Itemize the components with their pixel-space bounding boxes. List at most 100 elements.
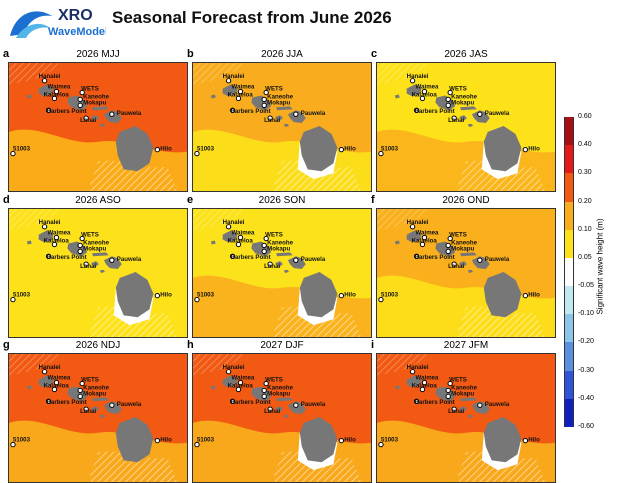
station-label: Hanalei — [407, 219, 429, 226]
station-label: Mokapu — [267, 99, 290, 106]
colorbar-segment — [564, 201, 574, 230]
xro-wavemodel-logo: XRO WaveModel — [6, 2, 108, 42]
station-label: Hilo — [528, 292, 540, 299]
panel-letter: g — [3, 339, 10, 351]
panel-title: 2026 JJA — [261, 49, 303, 60]
station-label: WETS — [449, 232, 467, 239]
colorbar-segment — [564, 173, 574, 202]
station-label: Lanai — [80, 263, 96, 270]
station-label: Lanai — [264, 408, 280, 415]
station-label: Hilo — [528, 146, 540, 153]
station-label: 51003 — [13, 292, 31, 299]
station-label: Lanai — [264, 117, 280, 124]
station-label: Barbers Point — [231, 108, 271, 115]
station-label: Hanalei — [39, 219, 61, 226]
station-label: Kaneohe — [83, 384, 109, 391]
station-label: WETS — [449, 86, 467, 93]
station-label: Mokapu — [451, 390, 474, 397]
station-label: Waimea — [48, 84, 72, 91]
station-label: Kaneohe — [83, 239, 109, 246]
station-label: Kalaeloa — [44, 237, 70, 244]
station-label: 51003 — [197, 146, 215, 153]
station-label: Waimea — [416, 375, 440, 382]
station-label: Hanalei — [407, 364, 429, 371]
station-label: Hanalei — [223, 364, 245, 371]
station-label: 51003 — [381, 437, 399, 444]
station-label: 51003 — [381, 146, 399, 153]
forecast-panel-g: g 2026 NDJ Hanalei Waimea WETS Kalaeloa Kane… — [3, 339, 188, 483]
station-label: Hilo — [160, 292, 172, 299]
station-label: Kalaeloa — [412, 91, 438, 98]
station-label: Hanalei — [39, 364, 61, 371]
station-label: Pauwela — [301, 401, 326, 408]
forecast-panel-b: b 2026 JJA Hanalei Waimea WETS Kalaeloa Kane… — [187, 48, 372, 192]
panel-title: 2026 OND — [442, 195, 490, 206]
station-label: Waimea — [416, 230, 440, 237]
station-label: Hilo — [344, 146, 356, 153]
station-label: WETS — [81, 86, 99, 93]
colorbar-tick-label: -0.10 — [578, 310, 594, 318]
forecast-panel-h: h 2027 DJF Hanalei Waimea WETS Kalaeloa Kane… — [187, 339, 372, 483]
forecast-panel-c: c 2026 JAS Hanalei Waimea WETS Kalaeloa Kane… — [371, 48, 556, 192]
station-label: Waimea — [48, 375, 72, 382]
colorbar-tick-label: -0.60 — [578, 423, 594, 430]
station-label: Pauwela — [117, 256, 142, 263]
station-label: Kaneohe — [267, 93, 293, 100]
station-label: WETS — [265, 232, 283, 239]
panel-letter: f — [371, 194, 375, 206]
station-label: Barbers Point — [231, 399, 271, 406]
colorbar-tick-label: -0.30 — [578, 366, 594, 374]
colorbar-segment — [564, 286, 574, 315]
station-label: Mokapu — [267, 245, 290, 252]
colorbar-segment — [564, 117, 574, 146]
station-label: 51003 — [13, 437, 31, 444]
panel-letter: e — [187, 194, 194, 206]
station-label: 51003 — [197, 292, 215, 299]
colorbar-tick-label: -0.40 — [578, 394, 594, 402]
station-label: Mokapu — [83, 245, 106, 252]
logo-line2: WaveModel — [48, 26, 106, 38]
panel-title: 2027 JFM — [443, 340, 489, 351]
station-label: Lanai — [264, 263, 280, 270]
station-label: Lanai — [80, 408, 96, 415]
station-label: Kalaeloa — [228, 91, 254, 98]
panel-title: 2027 DJF — [260, 340, 304, 351]
station-label: Barbers Point — [415, 399, 455, 406]
station-label: Kaneohe — [267, 384, 293, 391]
station-label: Hilo — [528, 437, 540, 444]
station-label: Hanalei — [407, 73, 429, 80]
station-label: Waimea — [232, 375, 256, 382]
station-label: Lanai — [448, 408, 464, 415]
station-label: Kaneohe — [451, 93, 477, 100]
station-label: Barbers Point — [47, 399, 87, 406]
station-label: Kaneohe — [451, 384, 477, 391]
station-label: Barbers Point — [47, 108, 87, 115]
colorbar-tick-label: 0.60 — [578, 113, 592, 120]
forecast-panel-a: a 2026 MJJ Hanalei Waimea WETS Kalaeloa Kane… — [3, 48, 188, 192]
station-label: Pauwela — [117, 401, 142, 408]
station-label: Mokapu — [83, 99, 106, 106]
logo-line1: XRO — [58, 7, 93, 24]
station-label: Barbers Point — [415, 108, 455, 115]
station-label: Lanai — [448, 263, 464, 270]
panel-letter: h — [187, 339, 194, 351]
colorbar — [564, 117, 574, 427]
page-title: Seasonal Forecast from June 2026 — [112, 8, 392, 27]
colorbar-segment — [564, 398, 574, 427]
station-label: WETS — [265, 377, 283, 384]
station-label: Kalaeloa — [228, 382, 254, 389]
station-label: Pauwela — [485, 110, 510, 117]
colorbar-tick-label: -0.05 — [578, 282, 594, 290]
station-label: Waimea — [48, 230, 72, 237]
colorbar-segment — [564, 314, 574, 343]
station-label: Pauwela — [485, 256, 510, 263]
panel-letter: b — [187, 48, 194, 60]
station-label: Barbers Point — [231, 254, 271, 261]
panel-title: 2026 NDJ — [75, 340, 121, 351]
